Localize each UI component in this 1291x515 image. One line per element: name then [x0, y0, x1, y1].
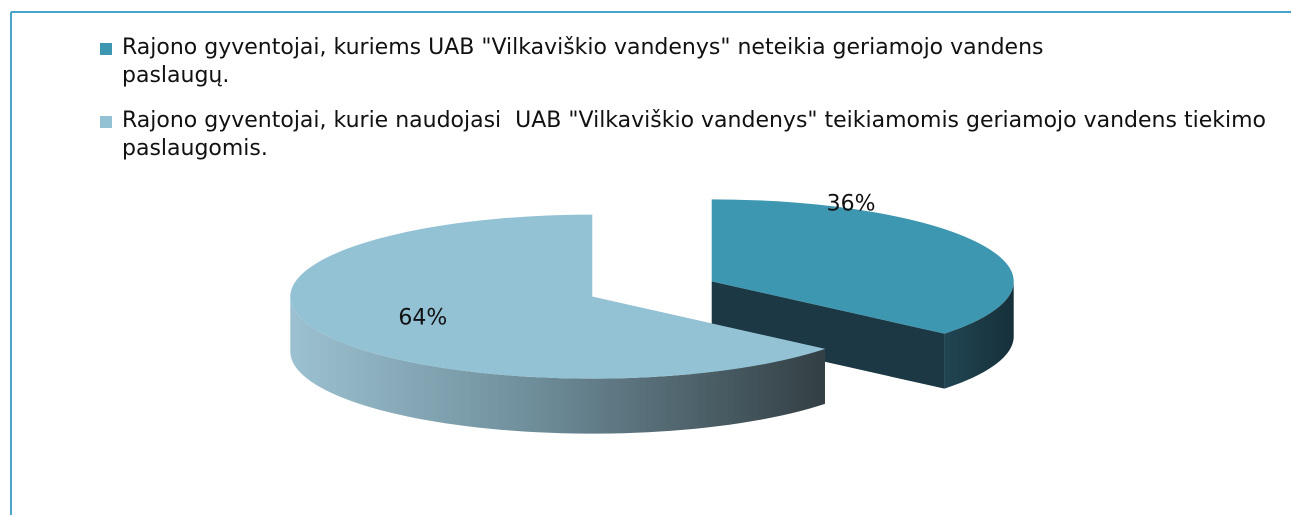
legend-label: Rajono gyventojai, kurie naudojasi UAB "…	[122, 108, 1273, 161]
slice-wall	[711, 281, 945, 389]
legend: Rajono gyventojai, kuriems UAB "Vilkaviš…	[100, 34, 1287, 180]
legend-item: Rajono gyventojai, kuriems UAB "Vilkaviš…	[100, 34, 1062, 90]
legend-swatch	[100, 43, 112, 55]
legend-item: Rajono gyventojai, kurie naudojasi UAB "…	[100, 107, 1287, 163]
data-label: 36%	[827, 192, 876, 217]
slice-side	[290, 296, 825, 434]
legend-swatch	[100, 116, 112, 128]
slice	[711, 199, 1014, 334]
legend-label: Rajono gyventojai, kuriems UAB "Vilkaviš…	[122, 35, 1051, 88]
data-label: 64%	[398, 305, 447, 330]
slice-side	[944, 281, 1014, 389]
slice	[290, 214, 825, 379]
